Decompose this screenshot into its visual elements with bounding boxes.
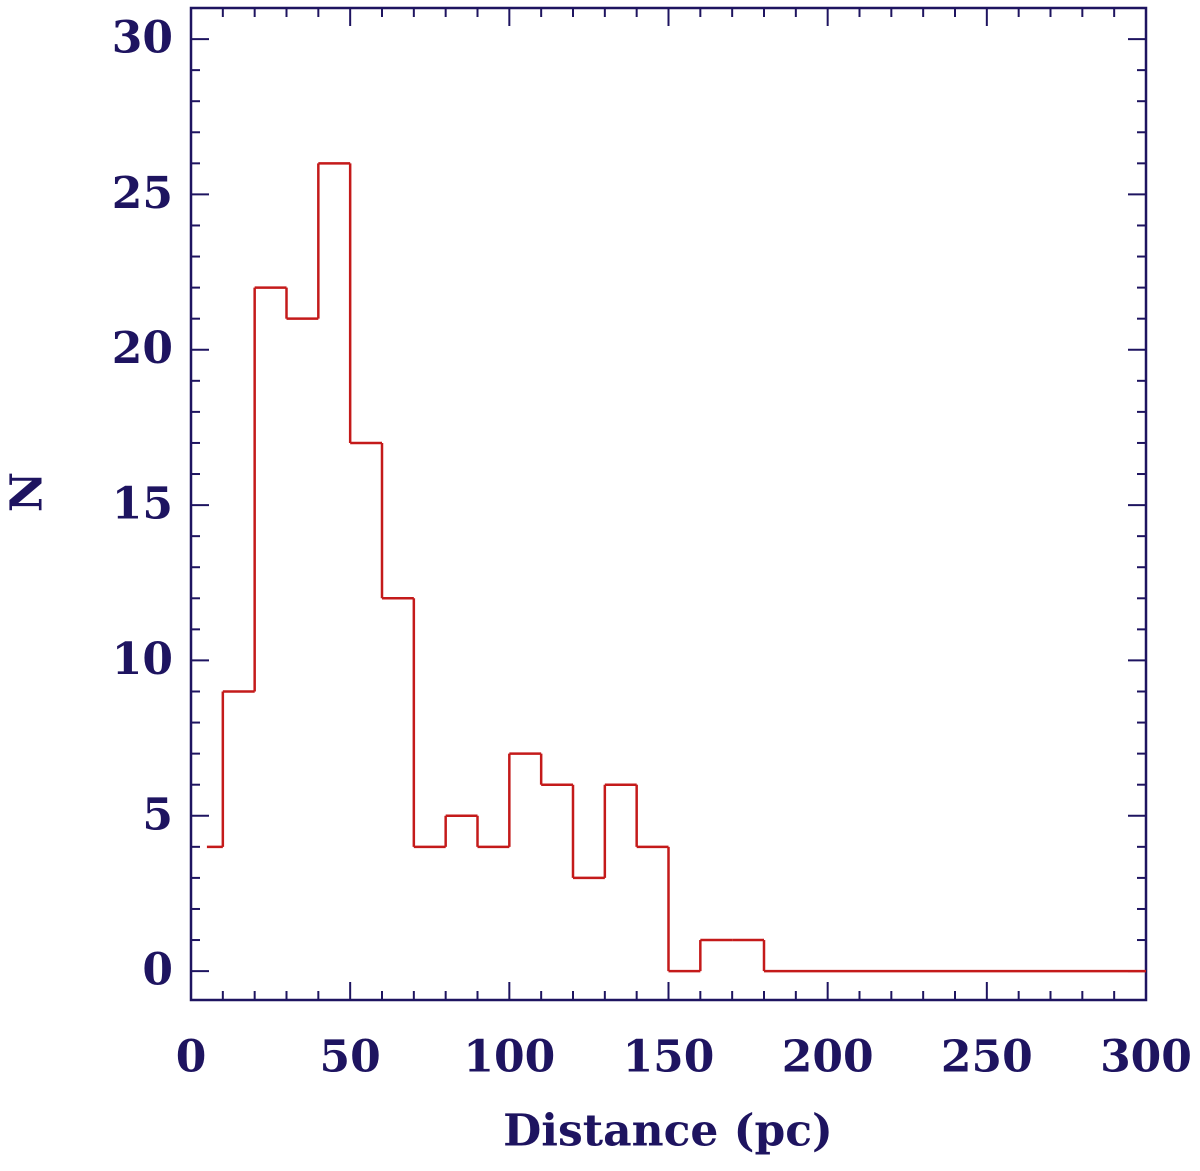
x-tick-label: 50 [320,1032,381,1083]
x-tick-label: 200 [782,1032,874,1083]
y-tick-label: 5 [142,789,173,840]
y-tick-label: 10 [112,634,173,685]
x-tick-label: 150 [623,1032,715,1083]
x-axis-label: Distance (pc) [503,1106,833,1157]
x-tick-label: 0 [176,1032,207,1083]
y-tick-label: 0 [142,945,173,996]
x-tick-label: 300 [1100,1032,1192,1083]
y-tick-label: 15 [112,479,173,530]
y-axis-label: N [2,472,53,512]
x-tick-label: 250 [941,1032,1033,1083]
x-tick-label: 100 [463,1032,555,1083]
y-tick-label: 30 [112,13,173,64]
y-tick-label: 25 [112,168,173,219]
y-tick-label: 20 [112,323,173,374]
